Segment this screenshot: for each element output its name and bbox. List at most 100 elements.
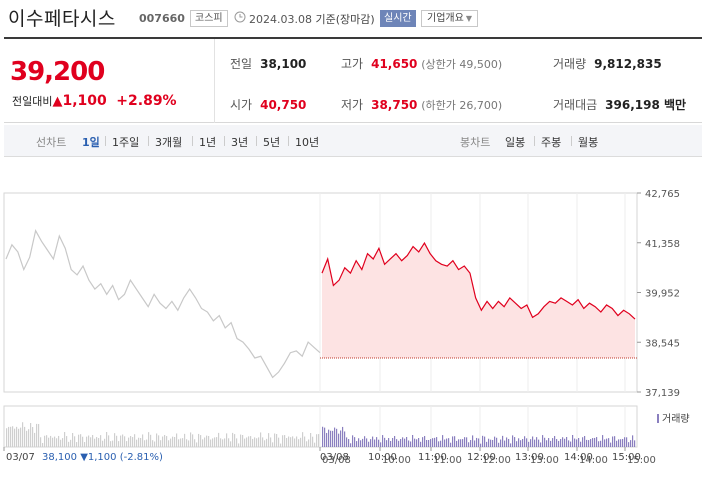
open-value: 40,750	[260, 98, 307, 112]
volume-bar-today	[480, 443, 482, 447]
volume-bar-prev	[50, 435, 52, 447]
tab-3y[interactable]: 3년	[223, 136, 249, 149]
volume-bar-prev	[40, 437, 42, 447]
volume-bar-prev	[302, 432, 304, 447]
volume-bar-today	[542, 435, 544, 447]
corp-overview-dropdown[interactable]: 기업개요 ▼	[421, 10, 478, 27]
tab-monthly-candle[interactable]: 월봉	[570, 136, 599, 149]
volume-bar-prev	[166, 436, 168, 447]
tab-1y[interactable]: 1년	[191, 136, 217, 149]
footer-prev-day: 03/07 38,100 ▼1,100 (-2.81%)	[6, 452, 163, 463]
volume-bar-prev	[62, 438, 64, 447]
volume-bar-today	[618, 439, 620, 447]
volume-bar-today	[560, 439, 562, 447]
volume-bar-prev	[122, 434, 124, 447]
volume-bar-prev	[284, 435, 286, 447]
volume-bar-prev	[128, 437, 130, 447]
volume-bar-prev	[80, 434, 82, 447]
volume-bar-prev	[270, 437, 272, 447]
volume-bar-today	[426, 439, 428, 447]
volume-bar-today	[590, 439, 592, 447]
volume-bar-today	[494, 436, 496, 447]
volume-bar-today	[538, 439, 540, 447]
volume-bar-prev	[248, 436, 250, 447]
volume-bar-prev	[262, 437, 264, 447]
volume-bar-prev	[308, 439, 310, 447]
volume-bar-today	[514, 437, 516, 447]
volume-bar-prev	[234, 434, 236, 447]
up-arrow-icon: ▲	[52, 94, 63, 109]
footer-prev-pct: (-2.81%)	[119, 452, 163, 463]
volume-bar-today	[634, 440, 636, 447]
volume-bar-today	[556, 439, 558, 447]
tab-weekly-candle[interactable]: 주봉	[533, 136, 562, 149]
tab-10y[interactable]: 10년	[287, 136, 320, 149]
volume-bar-prev	[10, 426, 12, 447]
volume-bar-today	[386, 440, 388, 447]
volume-bar-today	[562, 437, 564, 447]
volume-bar-prev	[42, 442, 44, 447]
volume-bar-today	[444, 439, 446, 447]
volume-bar-prev	[216, 437, 218, 447]
volume-bar-today	[372, 436, 374, 447]
volume-bar-today	[346, 437, 348, 447]
volume-bar-today	[348, 439, 350, 447]
volume-bar-today	[432, 438, 434, 447]
volume-bar-today	[524, 436, 526, 447]
realtime-badge[interactable]: 실시간	[380, 10, 416, 27]
volume-bar-prev	[94, 438, 96, 447]
volume-bar-today	[548, 438, 550, 447]
open-label: 시가	[230, 98, 253, 112]
volume-bar-prev	[178, 439, 180, 447]
volume-bar-today	[580, 441, 582, 447]
low-label: 저가	[341, 98, 364, 112]
volume-bar-prev	[110, 441, 112, 447]
volume-bar-prev	[104, 438, 106, 447]
tab-3m[interactable]: 3개월	[147, 136, 183, 149]
volume-bar-prev	[30, 423, 32, 447]
volume-bar-prev	[246, 437, 248, 447]
divider	[214, 39, 215, 123]
volume-bar-today	[436, 437, 438, 447]
volume-bar-today	[378, 439, 380, 447]
volume-bar-today	[350, 443, 352, 447]
volume-bar-today	[500, 439, 502, 447]
x-tick-label: 12:00	[482, 455, 511, 466]
x-tick-label-0308: 03/08	[320, 452, 349, 463]
tab-5y[interactable]: 5년	[255, 136, 281, 149]
volume-bar-today	[570, 441, 572, 447]
high-label: 고가	[341, 57, 364, 71]
tab-daily-candle[interactable]: 일봉	[505, 136, 526, 149]
change-percent: +2.89%	[116, 93, 177, 109]
volume-bar-prev	[136, 439, 138, 447]
volume-bar-prev	[66, 436, 68, 447]
volume-bar-today	[452, 436, 454, 447]
volume-bar-prev	[222, 439, 224, 447]
volume-bar-prev	[198, 433, 200, 447]
tab-1d[interactable]: 1일	[82, 136, 100, 149]
volume-bar-today	[364, 436, 366, 447]
volume-bar-today	[460, 439, 462, 447]
volume-bar-prev	[84, 442, 86, 447]
volume-bar-prev	[112, 440, 114, 447]
volume-bar-prev	[56, 438, 58, 447]
volume-bar-today	[568, 440, 570, 447]
volume-bar-prev	[228, 438, 230, 447]
volume-bar-today	[490, 439, 492, 447]
tab-1w[interactable]: 1주일	[104, 136, 140, 149]
volume-bar-today	[424, 436, 426, 447]
volume-bar-today	[540, 442, 542, 447]
volume-bar-prev	[250, 436, 252, 447]
volume-bar-today	[402, 437, 404, 447]
quote-summary: 39,200 전일대비▲1,100 +2.89% 전일 38,100 시가 40,7…	[4, 37, 702, 123]
volume-bar-today	[476, 437, 478, 447]
volume-bar-prev	[194, 439, 196, 447]
volume-bar-today	[610, 442, 612, 447]
volume-bar-prev	[138, 437, 140, 447]
volume-bar-prev	[12, 426, 14, 447]
volume-bar-prev	[182, 438, 184, 447]
volume-bar-today	[550, 440, 552, 447]
quote-date-value: 2024.03.08	[249, 13, 312, 26]
volume-bar-today	[422, 437, 424, 447]
